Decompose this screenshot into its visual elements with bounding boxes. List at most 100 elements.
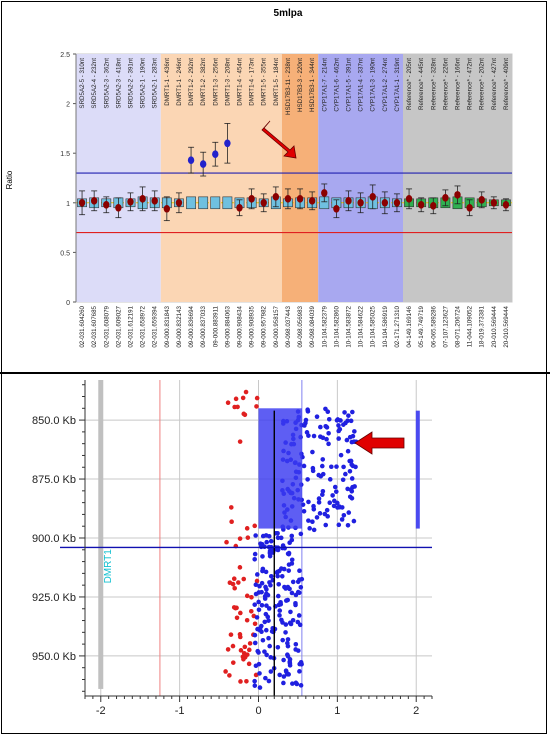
blue-point: [277, 672, 282, 678]
segment-point: [343, 471, 348, 477]
y-tick-label: 1.5: [60, 151, 70, 158]
blue-point: [263, 627, 269, 633]
blue-point: [275, 644, 281, 650]
segment-point: [305, 407, 310, 413]
blue-point: [286, 568, 292, 573]
blue-point: [298, 584, 304, 590]
position-label-13: 09-000.908434: [237, 305, 244, 347]
segment-point: [300, 502, 306, 507]
red-point: [223, 669, 228, 674]
segment-point: [310, 449, 315, 455]
position-label-7: 09-000.831843: [164, 305, 171, 347]
ratio-point-28: [417, 200, 425, 209]
segment-point: [326, 441, 331, 447]
ratio-point-7: [163, 204, 171, 213]
position-label-11: 09-000.883911: [212, 305, 219, 347]
ratio-point-26: [393, 199, 401, 207]
ratio-point-19: [308, 197, 316, 205]
blue-point: [289, 533, 295, 539]
probe-label-10: DMRT1-2 - 382nt: [200, 58, 207, 106]
position-label-27: 04-149.169146: [406, 305, 413, 347]
ratio-point-14: [248, 195, 255, 203]
x-tick-label: -2: [96, 705, 106, 717]
blue-point: [262, 649, 267, 654]
segment-point: [320, 492, 325, 497]
segment-point: [316, 500, 322, 505]
probe-label-5: SRD5A2-1 - 190nt: [140, 58, 147, 109]
blue-point: [297, 669, 302, 674]
box-12: [222, 196, 233, 210]
position-label-22: 10-104.583872: [346, 305, 353, 347]
position-label-19: 09-098.084039: [309, 305, 316, 347]
blue-point: [290, 681, 295, 686]
segment-point: [347, 434, 353, 440]
x-tick-label: -1: [175, 705, 185, 717]
ratio-point-21: [333, 204, 340, 213]
segment-point: [330, 493, 335, 498]
blue-point: [259, 629, 264, 635]
x-tick-label: 1: [334, 705, 340, 717]
blue-point: [293, 647, 298, 652]
segment-point: [320, 488, 326, 494]
blue-point: [277, 613, 282, 618]
blue-point: [252, 683, 258, 688]
blue-point: [264, 587, 269, 592]
segment-point: [303, 417, 309, 423]
blue-point: [252, 632, 258, 638]
red-point: [242, 644, 248, 650]
segment-point: [336, 436, 341, 441]
ratio-point-0: [78, 199, 86, 207]
red-point: [241, 576, 247, 582]
blue-point: [281, 657, 286, 663]
segment-point: [327, 477, 333, 482]
segment-point: [349, 462, 355, 467]
blue-point: [280, 620, 285, 625]
probe-label-18: HSD17B3-3 - 220nt: [297, 58, 304, 112]
red-point: [252, 523, 258, 529]
blue-point: [256, 650, 261, 655]
blue-point: [283, 586, 288, 591]
ratio-point-10: [199, 160, 207, 168]
red-point: [244, 526, 250, 531]
red-point: [249, 594, 254, 600]
blue-point: [285, 643, 291, 649]
segment-point: [332, 484, 338, 490]
ratio-point-20: [321, 189, 328, 197]
blue-point: [264, 591, 269, 596]
probe-label-6: SRD5A2-1 - 283nt: [152, 58, 159, 109]
position-label-17: 09-098.037443: [285, 305, 292, 347]
blue-point: [253, 582, 259, 588]
red-point: [233, 396, 239, 402]
ratio-point-32: [466, 203, 473, 212]
probe-label-27: Reference* - 205nt: [406, 58, 413, 110]
red-point: [234, 615, 240, 621]
red-point: [236, 580, 241, 585]
segment-point: [350, 409, 355, 415]
probe-label-30: Reference* - 226nt: [442, 58, 449, 110]
blue-point: [298, 531, 304, 537]
red-point: [230, 643, 236, 649]
ratio-point-34: [490, 199, 498, 207]
blue-point: [252, 640, 258, 646]
red-point: [237, 632, 243, 637]
blue-point: [268, 655, 274, 660]
ratio-point-29: [430, 201, 437, 210]
blue-point: [281, 674, 287, 679]
probe-label-33: Reference* - 202nt: [479, 58, 486, 110]
segment-scatter-chart: 850.0 Kb 875.0 Kb 900.0 Kb 925.0 Kb 950.0 Kb…: [32, 380, 433, 717]
blue-point: [264, 603, 269, 608]
position-label-16: 09-000.958157: [273, 305, 280, 347]
red-point: [224, 539, 229, 545]
red-point: [232, 585, 237, 591]
blue-point: [256, 607, 262, 613]
segment-point: [319, 463, 325, 469]
probe-label-9: DMRT1-2 - 292nt: [188, 58, 195, 106]
blue-point: [263, 611, 269, 617]
ratio-point-9: [187, 156, 195, 164]
red-point: [238, 679, 243, 684]
blue-point: [278, 599, 283, 605]
segment-point: [333, 489, 339, 494]
ratio-point-22: [345, 197, 352, 205]
segment-point: [331, 503, 337, 509]
